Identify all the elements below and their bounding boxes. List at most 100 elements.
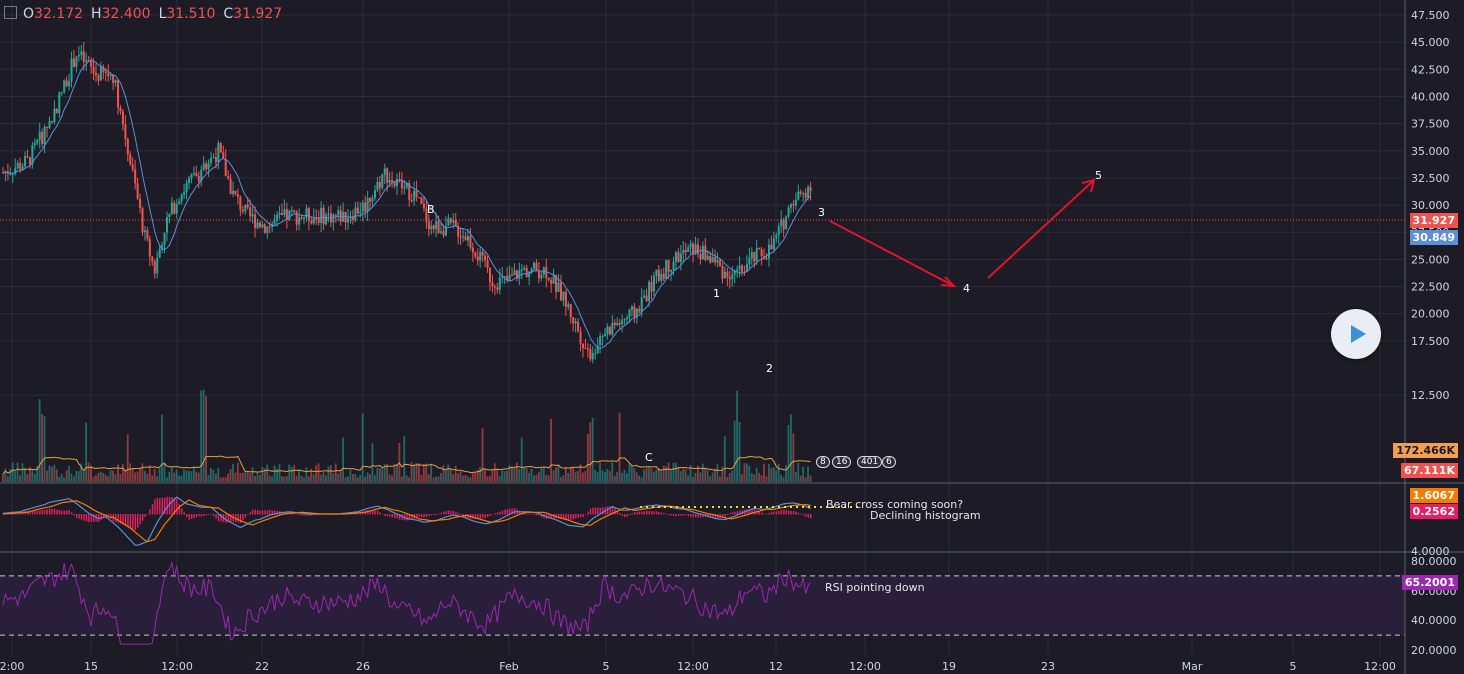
- wave-label-c: C: [645, 451, 653, 464]
- macd-histogram-bar: [164, 497, 166, 515]
- volume-bar: [506, 470, 508, 482]
- candle-body: [457, 225, 460, 237]
- macd-histogram-bar: [369, 510, 371, 515]
- candle-body: [195, 173, 198, 177]
- volume-bar: [99, 471, 102, 482]
- volume-bar: [136, 471, 139, 482]
- macd-histogram-bar: [731, 511, 734, 515]
- macd-histogram-bar: [208, 514, 210, 515]
- macd-histogram-bar: [53, 509, 56, 515]
- volume-bar: [202, 389, 205, 482]
- candle-body: [574, 321, 577, 324]
- volume-bar: [393, 464, 396, 482]
- macd-histogram-bar: [682, 514, 685, 516]
- macd-histogram-bar: [758, 511, 761, 515]
- event-pill[interactable]: 401: [857, 456, 883, 468]
- volume-bar: [469, 477, 472, 482]
- time-tick-label: 23: [1041, 660, 1055, 673]
- volume-ma-badge: 172.466K: [1393, 443, 1458, 458]
- volume-bar: [486, 476, 489, 482]
- volume-bar: [254, 475, 256, 482]
- candle-body: [721, 266, 724, 279]
- candle-body: [648, 281, 651, 302]
- volume-bar: [709, 476, 712, 482]
- candle-body: [80, 51, 83, 56]
- volume-bar: [28, 467, 31, 482]
- candle-body: [454, 220, 457, 226]
- volume-bar: [31, 469, 34, 482]
- macd-histogram-bar: [616, 510, 619, 515]
- crosshair-icon[interactable]: [4, 6, 17, 19]
- candle-body: [68, 81, 71, 87]
- candle-body: [770, 244, 773, 250]
- event-pill[interactable]: 8: [816, 456, 830, 468]
- volume-bar: [748, 465, 751, 482]
- macd-histogram-bar: [677, 514, 680, 516]
- play-button[interactable]: [1331, 309, 1381, 359]
- volume-bar: [68, 466, 70, 482]
- macd-histogram-bar: [584, 514, 587, 515]
- rsi-tick-label: 40.0000: [1411, 614, 1457, 627]
- volume-bar: [662, 465, 665, 482]
- time-tick-label: 12: [769, 660, 783, 673]
- candle-body: [613, 322, 616, 326]
- volume-bar: [447, 464, 450, 482]
- candle-body: [462, 236, 465, 238]
- volume-bar: [327, 466, 330, 482]
- macd-histogram-bar: [721, 514, 724, 518]
- candle-body: [606, 327, 609, 335]
- candle-body: [645, 295, 648, 302]
- volume-bar: [603, 472, 606, 482]
- macd-histogram-bar: [391, 514, 393, 518]
- candle-body: [53, 108, 56, 123]
- candle-body: [403, 187, 406, 189]
- candle-body: [322, 207, 325, 225]
- volume-bar: [300, 475, 303, 482]
- macd-histogram-bar: [100, 514, 102, 521]
- macd-histogram-bar: [17, 512, 19, 515]
- macd-histogram-bar: [609, 506, 611, 515]
- volume-bar: [638, 475, 641, 482]
- volume-bar: [114, 474, 117, 482]
- macd-histogram-bar: [633, 512, 636, 515]
- volume-bar: [584, 471, 587, 482]
- candle-body: [807, 187, 810, 198]
- candle-body: [410, 199, 413, 201]
- macd-histogram-bar: [36, 510, 39, 515]
- macd-histogram-bar: [526, 513, 528, 515]
- volume-bar: [442, 465, 445, 482]
- volume-bar: [268, 475, 271, 482]
- volume-bar: [386, 464, 389, 482]
- forecast-arrows: [829, 178, 1096, 288]
- candle-body: [36, 140, 39, 143]
- candle-body: [581, 343, 585, 348]
- macd-histogram-bar: [665, 513, 668, 515]
- candle-body: [704, 245, 707, 260]
- candle-body: [466, 236, 470, 241]
- macd-histogram-bar: [433, 514, 435, 516]
- candle-body: [682, 250, 685, 254]
- volume-bar: [109, 469, 112, 482]
- candle-body: [148, 239, 151, 257]
- volume-bar: [347, 476, 349, 482]
- macd-histogram-bar: [602, 507, 604, 515]
- candle-body: [381, 174, 384, 188]
- volume-bar: [618, 412, 621, 482]
- volume-bar: [371, 443, 374, 482]
- candle-body: [9, 173, 12, 175]
- candle-body: [667, 260, 670, 272]
- candle-body: [804, 192, 807, 198]
- macd-histogram-bar: [797, 512, 800, 515]
- macd-histogram-bar: [506, 509, 509, 515]
- volume-bar: [704, 468, 707, 482]
- candle-body: [601, 335, 604, 337]
- event-pill[interactable]: 6: [882, 456, 896, 468]
- macd-histogram-bar: [269, 510, 271, 515]
- candle-body: [200, 169, 203, 182]
- candle-body: [758, 248, 761, 250]
- volume-bar: [422, 464, 425, 482]
- macd-histogram-bar: [746, 509, 748, 515]
- event-pill[interactable]: 16: [832, 456, 852, 468]
- candle-body: [256, 222, 259, 228]
